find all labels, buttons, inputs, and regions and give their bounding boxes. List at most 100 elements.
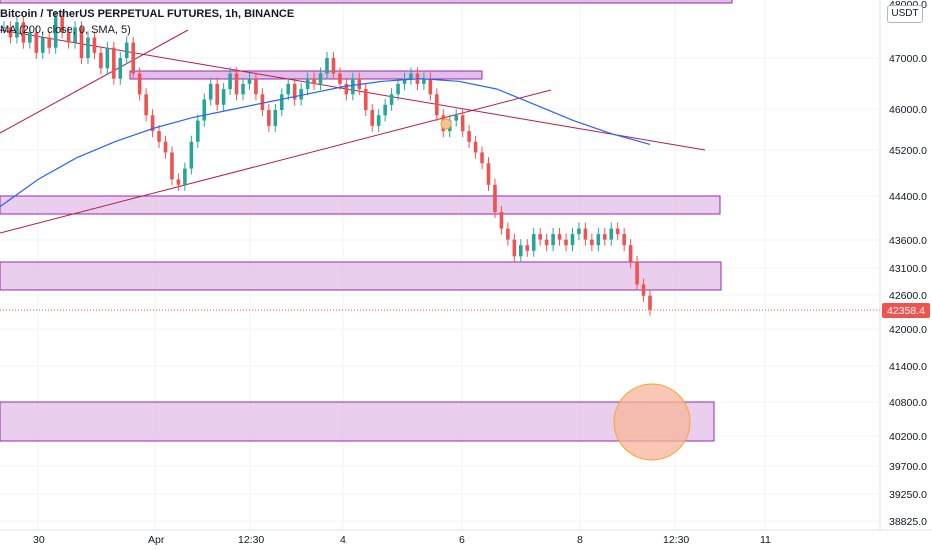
candle-body <box>486 163 491 185</box>
trendline-rising-left[interactable] <box>0 29 189 134</box>
candle-body <box>648 295 652 310</box>
time-tick: 4 <box>340 534 346 546</box>
candle-body <box>40 37 45 53</box>
candle-body <box>409 73 413 79</box>
candle-body <box>422 78 426 84</box>
candle-body <box>351 78 355 95</box>
candle-body <box>92 37 97 53</box>
candle-body <box>622 234 626 246</box>
candle-body <box>428 78 433 95</box>
candle-body <box>137 73 142 95</box>
candle-body <box>221 89 226 105</box>
candle-body <box>473 141 478 153</box>
candle-body <box>112 47 116 79</box>
candle-body <box>435 94 439 116</box>
currency-button[interactable]: USDT <box>887 5 923 23</box>
candle-body <box>105 47 110 69</box>
candle-body <box>28 32 32 43</box>
price-tick: 42000.0 <box>889 324 927 336</box>
candle-body <box>389 94 394 105</box>
candle-body <box>577 228 581 235</box>
small-circle-marker[interactable] <box>440 118 452 130</box>
candle-body <box>512 239 517 257</box>
candle-body <box>99 52 103 69</box>
candle-body <box>86 37 90 58</box>
candle-body <box>454 115 458 121</box>
candle-body <box>602 234 607 240</box>
candle-body <box>131 42 135 74</box>
candle-body <box>376 115 381 126</box>
candle-body <box>2 27 6 29</box>
candle-body <box>53 17 58 48</box>
candle-body <box>79 27 84 58</box>
candle-body <box>228 73 232 90</box>
candle-body <box>267 110 271 126</box>
candle-body <box>318 73 323 84</box>
candle-body <box>383 104 387 116</box>
price-tick: 47000.0 <box>889 53 927 65</box>
support-resistance-zones[interactable] <box>0 0 733 442</box>
candle-body <box>493 184 497 213</box>
last-price-tag <box>882 303 930 318</box>
time-tick: 30 <box>33 534 45 546</box>
candle-body <box>551 234 555 246</box>
candle-body <box>292 83 297 100</box>
candle-body <box>396 83 400 95</box>
candle-body <box>338 73 342 84</box>
time-tick: 12:30 <box>238 534 264 546</box>
price-tick: 44400.0 <box>889 191 927 203</box>
candle-body <box>531 234 536 251</box>
candle-body <box>157 131 161 142</box>
candle-body <box>196 120 200 142</box>
candle-body <box>215 83 219 105</box>
candle-body <box>325 58 329 74</box>
candle-body <box>286 83 291 95</box>
candle-body <box>234 73 239 95</box>
candle-body <box>170 152 174 180</box>
candle-body <box>150 115 155 132</box>
price-tick: 38825.0 <box>889 516 927 528</box>
candle-body <box>525 245 530 251</box>
candle-body <box>635 261 639 285</box>
candle-body <box>583 228 588 240</box>
candle-body <box>241 83 245 95</box>
indicator-legend[interactable]: MA (200, close, 0, SMA, 5) <box>0 24 131 36</box>
candle-body <box>402 78 407 84</box>
trendline-rising-long[interactable] <box>0 89 552 234</box>
candle-body <box>480 152 484 164</box>
time-tick: 12:30 <box>663 534 689 546</box>
candle-body <box>331 58 336 74</box>
candle-body <box>564 239 568 246</box>
zone-upper[interactable] <box>0 195 721 215</box>
price-tick: 43600.0 <box>889 235 927 247</box>
time-tick: Apr <box>148 534 165 546</box>
zone-top-edge[interactable] <box>0 0 733 4</box>
candle-body <box>312 78 316 84</box>
ma-200-line <box>0 78 651 208</box>
candle-body <box>460 115 465 132</box>
candle-body <box>628 245 633 262</box>
time-axis[interactable]: 30 Apr 12:30 4 6 8 12:30 11 <box>0 529 932 550</box>
price-tick: 43100.0 <box>889 263 927 275</box>
candle-body <box>202 99 207 121</box>
target-circle[interactable] <box>613 383 691 461</box>
time-tick: 11 <box>760 534 771 546</box>
candle-body <box>260 94 265 111</box>
chart-title: Bitcoin / TetherUS PERPETUAL FUTURES, 1h… <box>0 8 295 20</box>
time-tick: 8 <box>577 534 583 546</box>
candle-body <box>590 239 594 246</box>
candle-body <box>66 32 71 43</box>
price-tick: 40800.0 <box>889 397 927 409</box>
price-tick: 39250.0 <box>889 489 927 501</box>
candle-body <box>73 27 77 43</box>
candle-body <box>183 168 187 185</box>
zone-middle[interactable] <box>0 261 722 291</box>
zone-resistance-small[interactable] <box>129 70 483 80</box>
candle-body <box>118 58 123 79</box>
candle-body <box>499 212 504 229</box>
zone-lower[interactable] <box>0 401 715 442</box>
price-tick: 46000.0 <box>889 104 927 116</box>
price-axis[interactable]: 48000.0 47000.0 46000.0 45200.0 44400.0 … <box>879 0 932 530</box>
candle-body <box>247 78 252 84</box>
